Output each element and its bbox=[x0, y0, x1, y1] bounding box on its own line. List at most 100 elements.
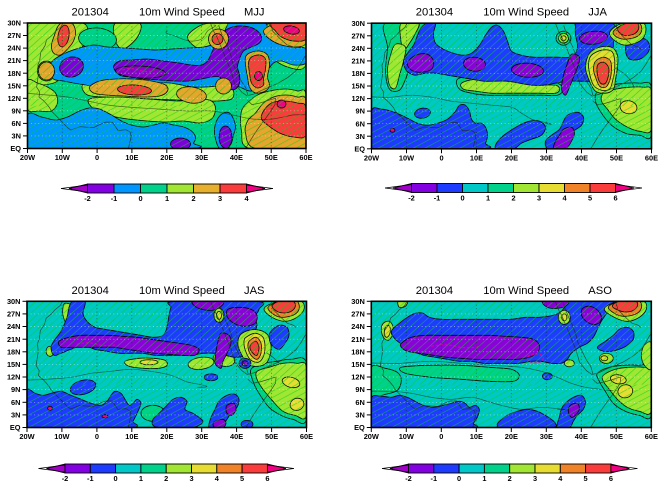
svg-text:0: 0 bbox=[439, 153, 443, 162]
svg-text:3N: 3N bbox=[356, 132, 365, 141]
svg-text:12N: 12N bbox=[7, 373, 21, 382]
svg-text:24N: 24N bbox=[7, 322, 21, 331]
svg-text:60E: 60E bbox=[645, 432, 658, 441]
svg-text:201304: 201304 bbox=[72, 7, 109, 19]
svg-text:10E: 10E bbox=[125, 153, 138, 162]
svg-text:0: 0 bbox=[95, 153, 99, 162]
svg-text:0: 0 bbox=[439, 432, 443, 441]
svg-text:4: 4 bbox=[558, 474, 563, 483]
svg-text:JAS: JAS bbox=[244, 285, 265, 297]
svg-text:6: 6 bbox=[609, 474, 613, 483]
svg-text:15N: 15N bbox=[7, 81, 21, 90]
svg-text:24N: 24N bbox=[7, 44, 21, 53]
svg-text:27N: 27N bbox=[351, 31, 365, 40]
svg-text:9N: 9N bbox=[355, 385, 364, 394]
svg-text:9N: 9N bbox=[356, 107, 365, 116]
svg-text:18N: 18N bbox=[7, 347, 21, 356]
svg-text:60E: 60E bbox=[299, 153, 312, 162]
svg-text:27N: 27N bbox=[351, 310, 365, 319]
svg-text:30N: 30N bbox=[7, 297, 21, 306]
svg-text:-1: -1 bbox=[111, 194, 118, 203]
svg-text:5: 5 bbox=[240, 474, 244, 483]
svg-text:24N: 24N bbox=[351, 44, 365, 53]
svg-text:5: 5 bbox=[588, 194, 592, 203]
svg-text:201304: 201304 bbox=[72, 285, 109, 297]
svg-text:-2: -2 bbox=[405, 474, 412, 483]
svg-text:40E: 40E bbox=[575, 432, 588, 441]
svg-text:30N: 30N bbox=[7, 19, 21, 28]
svg-text:27N: 27N bbox=[7, 310, 21, 319]
svg-text:50E: 50E bbox=[265, 153, 278, 162]
svg-text:20E: 20E bbox=[505, 432, 518, 441]
svg-text:20E: 20E bbox=[160, 153, 173, 162]
svg-text:30N: 30N bbox=[351, 19, 365, 28]
svg-text:30E: 30E bbox=[195, 153, 208, 162]
svg-text:4: 4 bbox=[562, 194, 567, 203]
svg-text:1: 1 bbox=[486, 194, 490, 203]
svg-text:3N: 3N bbox=[12, 132, 21, 141]
svg-text:10E: 10E bbox=[470, 153, 483, 162]
svg-text:1: 1 bbox=[139, 474, 143, 483]
svg-text:EQ: EQ bbox=[10, 144, 21, 153]
svg-text:3N: 3N bbox=[11, 411, 20, 420]
svg-text:10W: 10W bbox=[399, 153, 414, 162]
svg-text:10W: 10W bbox=[55, 153, 70, 162]
svg-text:0: 0 bbox=[460, 194, 464, 203]
svg-text:12N: 12N bbox=[7, 94, 21, 103]
svg-text:40E: 40E bbox=[575, 153, 588, 162]
svg-text:21N: 21N bbox=[7, 335, 21, 344]
svg-text:30E: 30E bbox=[540, 153, 553, 162]
svg-text:-2: -2 bbox=[408, 194, 415, 203]
svg-text:201304: 201304 bbox=[416, 285, 453, 297]
svg-text:40E: 40E bbox=[230, 432, 243, 441]
svg-text:6: 6 bbox=[265, 474, 269, 483]
svg-text:20E: 20E bbox=[505, 153, 518, 162]
svg-text:10m Wind Speed: 10m Wind Speed bbox=[483, 7, 569, 19]
svg-text:20E: 20E bbox=[160, 432, 173, 441]
svg-text:50E: 50E bbox=[265, 432, 278, 441]
svg-text:0: 0 bbox=[138, 194, 142, 203]
svg-text:201304: 201304 bbox=[416, 7, 453, 19]
svg-text:20W: 20W bbox=[20, 153, 35, 162]
svg-text:4: 4 bbox=[215, 474, 220, 483]
svg-text:10W: 10W bbox=[399, 432, 414, 441]
svg-text:50E: 50E bbox=[610, 153, 623, 162]
svg-text:10E: 10E bbox=[470, 432, 483, 441]
svg-text:18N: 18N bbox=[7, 69, 21, 78]
svg-text:3: 3 bbox=[533, 474, 537, 483]
svg-text:1: 1 bbox=[165, 194, 169, 203]
svg-text:-2: -2 bbox=[84, 194, 91, 203]
svg-text:2: 2 bbox=[164, 474, 168, 483]
svg-text:20W: 20W bbox=[19, 432, 34, 441]
svg-text:2: 2 bbox=[511, 194, 515, 203]
svg-text:6N: 6N bbox=[355, 398, 364, 407]
svg-text:10m Wind Speed: 10m Wind Speed bbox=[483, 285, 569, 297]
svg-text:21N: 21N bbox=[351, 335, 365, 344]
svg-text:0: 0 bbox=[457, 474, 461, 483]
svg-text:6N: 6N bbox=[11, 398, 20, 407]
svg-text:0: 0 bbox=[95, 432, 99, 441]
svg-text:24N: 24N bbox=[351, 322, 365, 331]
svg-text:12N: 12N bbox=[351, 373, 365, 382]
svg-text:EQ: EQ bbox=[354, 423, 365, 432]
svg-text:3: 3 bbox=[537, 194, 541, 203]
svg-text:9N: 9N bbox=[12, 106, 21, 115]
svg-text:40E: 40E bbox=[230, 153, 243, 162]
svg-text:50E: 50E bbox=[610, 432, 623, 441]
svg-text:10W: 10W bbox=[54, 432, 69, 441]
svg-text:6: 6 bbox=[613, 194, 617, 203]
svg-text:18N: 18N bbox=[351, 347, 365, 356]
svg-text:-2: -2 bbox=[62, 474, 69, 483]
svg-text:3N: 3N bbox=[355, 411, 364, 420]
svg-text:12N: 12N bbox=[351, 94, 365, 103]
svg-text:9N: 9N bbox=[11, 385, 20, 394]
svg-text:5: 5 bbox=[584, 474, 588, 483]
svg-text:10E: 10E bbox=[125, 432, 138, 441]
svg-text:10m Wind Speed: 10m Wind Speed bbox=[139, 285, 225, 297]
svg-text:2: 2 bbox=[191, 194, 195, 203]
svg-text:21N: 21N bbox=[351, 57, 365, 66]
svg-text:-1: -1 bbox=[87, 474, 94, 483]
svg-text:21N: 21N bbox=[7, 56, 21, 65]
svg-text:3: 3 bbox=[218, 194, 222, 203]
svg-text:EQ: EQ bbox=[354, 144, 365, 153]
